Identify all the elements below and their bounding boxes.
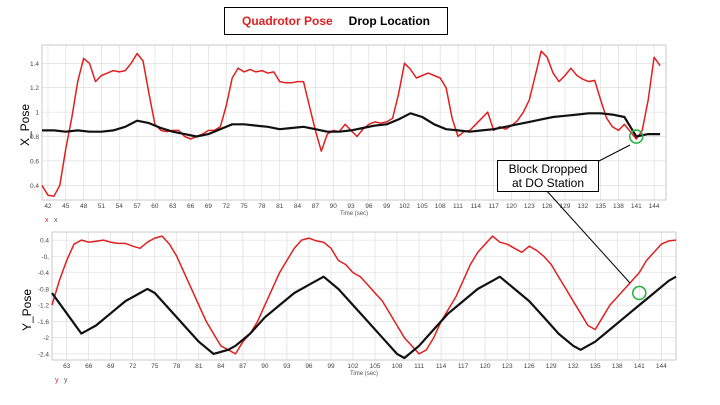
x-tick-label: 81	[195, 363, 203, 370]
x-tick-label: 114	[436, 363, 447, 370]
series-line-drop	[42, 112, 661, 138]
chart-y-pose: 63 66 69 72 75 78 81 84 87 90 93 96 99 102 105 108 111 11…	[38, 231, 677, 384]
x-tick-label: 75	[240, 203, 248, 210]
x-tick-label: 72	[129, 363, 137, 370]
x-tick-label: 48	[80, 203, 88, 210]
y-tick-label: 0.4	[40, 238, 49, 245]
x-tick-label: 78	[173, 363, 181, 370]
x-tick-label: 105	[417, 203, 428, 210]
x-tick-label: 60	[151, 203, 159, 210]
y-tick-label: 1.2	[30, 85, 39, 92]
drop-marker-circle	[628, 129, 644, 144]
x-tick-label: 93	[283, 363, 291, 370]
x-tick-label: 138	[613, 203, 624, 210]
y-tick-label: -0,	[41, 254, 49, 261]
x-tick-label: 108	[435, 203, 446, 210]
x-tick-label: 129	[560, 203, 571, 210]
x-tick-label: 75	[151, 363, 159, 370]
x-tick-label: 135	[590, 363, 601, 370]
x-tick-label: 54	[116, 203, 124, 210]
annotation-arrow-top	[596, 144, 631, 163]
y-tick-label: 0.4	[30, 183, 39, 190]
chart-x-pose: 42 45 48 51 54 57 60 63 66 69 72 75 78 81 84 87 90 93 96 99…	[30, 44, 667, 224]
x-tick-label: 66	[85, 363, 93, 370]
x-tick-label: 120	[480, 363, 491, 370]
x-tick-label: 123	[524, 203, 535, 210]
y-tick-label: 1.4	[30, 61, 39, 68]
x-tick-label: 78	[258, 203, 266, 210]
x-tick-label: 102	[399, 203, 410, 210]
x-tick-label: 111	[414, 363, 424, 370]
plot-frame	[51, 231, 677, 361]
legend-pose-label: Quadrotor Pose	[241, 14, 333, 28]
plot-frame	[41, 44, 667, 201]
x-tick-label: 117	[488, 203, 499, 210]
x-tick-label: 96	[305, 363, 313, 370]
x-tick-label: 87	[312, 203, 320, 210]
y-tick-label: 0.6	[30, 158, 39, 165]
x-tick-label: 111	[453, 203, 463, 210]
x-tick-label: 117	[458, 363, 469, 370]
x-tick-label: 123	[502, 363, 513, 370]
y-tick-label: -0.4	[38, 270, 50, 277]
x-tick-label: 45	[62, 203, 70, 210]
y-tick-label: -2	[43, 335, 49, 342]
x-tick-label: 63	[169, 203, 177, 210]
x-tick-label: 144	[649, 203, 660, 210]
x-tick-label: 93	[347, 203, 355, 210]
y-tick-label: 0.8	[30, 134, 39, 141]
x-tick-label: 69	[107, 363, 115, 370]
corner-label-drop: x	[54, 217, 58, 224]
x-tick-label: 114	[471, 203, 482, 210]
x-tick-label: 69	[205, 203, 213, 210]
x-tick-label: 87	[239, 363, 247, 370]
x-tick-label: 90	[330, 203, 338, 210]
series-line-pose	[51, 235, 677, 355]
x-tick-label: 132	[577, 203, 588, 210]
x-tick-label: 99	[383, 203, 391, 210]
x-tick-label: 120	[506, 203, 517, 210]
x-tick-label: 135	[595, 203, 606, 210]
legend-drop-label: Drop Location	[348, 14, 430, 28]
x-tick-label: 138	[612, 363, 623, 370]
annotation-callout: Block Dropped at DO Station	[497, 160, 599, 192]
x-tick-label: 102	[348, 363, 359, 370]
x-tick-label: 141	[634, 363, 645, 370]
x-tick-label: 144	[656, 363, 667, 370]
x-tick-label: 57	[133, 203, 141, 210]
x-tick-label: 126	[524, 363, 535, 370]
y-tick-label: -1.6	[38, 319, 50, 326]
y-tick-label: -0.8	[38, 286, 50, 293]
x-tick-label: 132	[568, 363, 579, 370]
x-tick-label: 63	[63, 363, 71, 370]
x-axis-title: Time (sec)	[340, 211, 368, 217]
corner-label-drop: y	[64, 377, 68, 384]
x-tick-label: 129	[546, 363, 557, 370]
x-tick-label: 105	[370, 363, 381, 370]
x-tick-label: 81	[276, 203, 284, 210]
series-line-drop	[51, 275, 677, 360]
drop-marker-circle	[631, 285, 647, 301]
x-tick-label: 141	[631, 203, 642, 210]
x-tick-label: 90	[261, 363, 269, 370]
y-tick-label: -1.2	[38, 303, 50, 310]
x-tick-label: 66	[187, 203, 195, 210]
x-tick-label: 51	[98, 203, 106, 210]
legend-box: Quadrotor Pose Drop Location	[224, 7, 448, 35]
annotation-arrow	[545, 189, 631, 284]
x-tick-label: 84	[217, 363, 225, 370]
x-axis-title: Time (sec)	[350, 371, 378, 377]
x-tick-label: 84	[294, 203, 302, 210]
x-tick-label: 99	[327, 363, 335, 370]
x-tick-label: 96	[365, 203, 373, 210]
x-tick-label: 42	[44, 203, 52, 210]
y-tick-label: 1	[35, 110, 39, 117]
corner-label-pose: y	[55, 377, 59, 384]
x-tick-label: 126	[542, 203, 553, 210]
y-tick-label: -2.4	[38, 351, 50, 358]
x-tick-label: 108	[392, 363, 403, 370]
x-tick-label: 72	[223, 203, 231, 210]
corner-label-pose: x	[45, 217, 49, 224]
